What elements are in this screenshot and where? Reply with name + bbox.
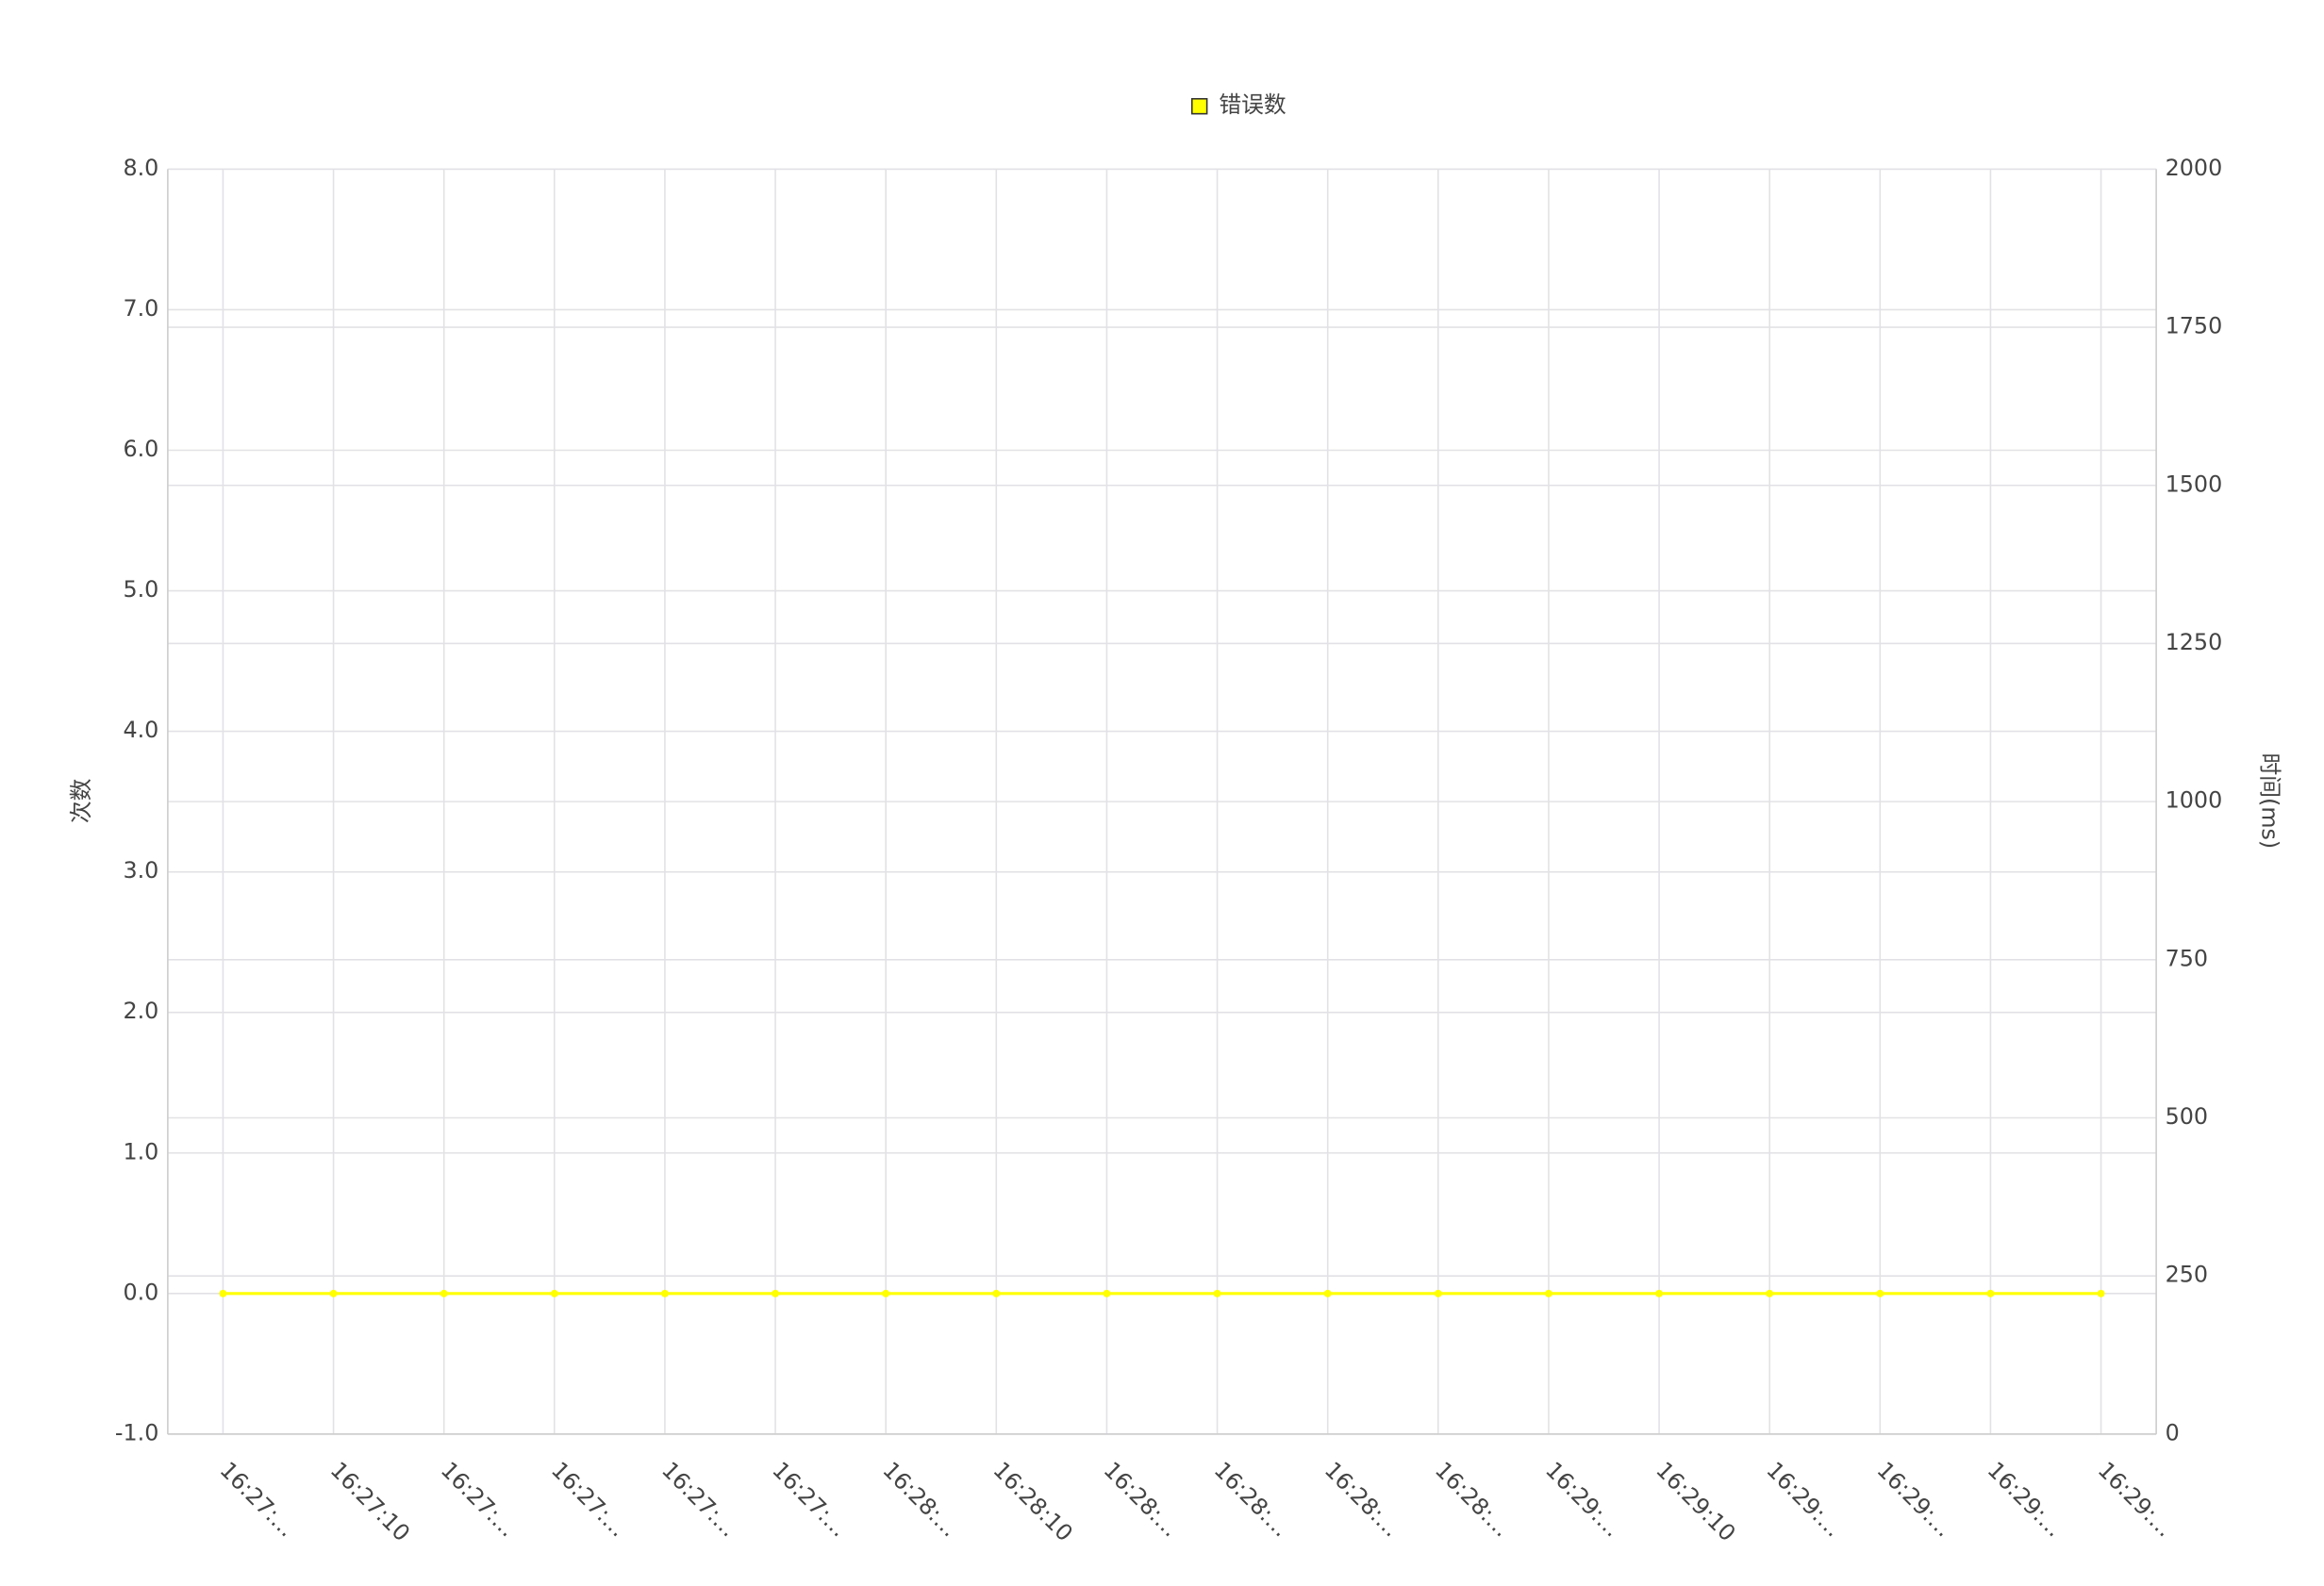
y2-tick-label: 500 [2166,1103,2208,1130]
y-tick-label: -1.0 [115,1419,158,1446]
data-point [1655,1289,1664,1297]
data-point [329,1289,338,1297]
y2-tick-label: 1250 [2166,629,2223,655]
y2-tick-label: 750 [2166,945,2208,971]
x-tick-label: 16:29:… [1761,1457,1847,1543]
x-tick-label: 16:29:… [2093,1457,2179,1543]
data-point [1213,1289,1221,1297]
data-point [1103,1289,1111,1297]
data-point [1323,1289,1332,1297]
x-tick-label: 16:27:… [656,1457,742,1543]
x-tick-label: 16:29:… [1540,1457,1626,1543]
y2-tick-label: 2000 [2166,155,2223,181]
y-tick-label: 7.0 [123,295,158,322]
data-point [440,1289,448,1297]
x-tick-label: 16:28:10 [988,1457,1077,1546]
y-tick-label: 8.0 [123,155,158,181]
x-tick-label: 16:27:… [436,1457,522,1543]
data-point [1434,1289,1442,1297]
data-point [1544,1289,1552,1297]
legend-swatch [1190,97,1208,115]
data-point [882,1289,890,1297]
y-tick-label: 4.0 [123,717,158,743]
y-tick-label: 6.0 [123,436,158,462]
x-tick-label: 16:28:… [1209,1457,1295,1543]
data-point [772,1289,780,1297]
x-tick-label: 16:27:… [546,1457,632,1543]
data-point [1986,1289,1995,1297]
x-tick-label: 16:27:10 [325,1457,415,1546]
y-axis-title: 次数 [68,778,94,823]
legend-label[interactable]: 错误数 [1219,91,1286,118]
y-tick-label: 0.0 [123,1279,158,1305]
x-tick-label: 16:29:10 [1651,1457,1740,1546]
y2-tick-label: 1750 [2166,313,2223,339]
y-tick-label: 5.0 [123,576,158,603]
data-point [550,1289,558,1297]
x-tick-label: 16:28:… [1099,1457,1185,1543]
x-tick-label: 16:27:… [215,1457,301,1543]
x-tick-label: 16:27:… [767,1457,853,1543]
data-point [1766,1289,1774,1297]
y2-tick-label: 250 [2166,1262,2208,1288]
y-tick-label: 3.0 [123,857,158,884]
data-point [1876,1289,1884,1297]
y-tick-label: 2.0 [123,998,158,1024]
legend: 错误数 [1190,91,1286,118]
data-point [992,1289,1001,1297]
data-point [219,1289,227,1297]
x-tick-label: 16:28:… [877,1457,963,1543]
y-tick-label: 1.0 [123,1138,158,1165]
x-tick-label: 16:28:… [1430,1457,1516,1543]
data-point [2097,1289,2105,1297]
x-tick-label: 16:29:… [1871,1457,1957,1543]
y2-tick-label: 0 [2166,1419,2180,1446]
x-tick-label: 16:28:… [1320,1457,1405,1543]
y2-tick-label: 1500 [2166,471,2223,497]
y2-axis-title: 时间(ms) [2257,752,2283,849]
x-tick-label: 16:29:… [1983,1457,2068,1543]
y2-tick-label: 1000 [2166,787,2223,814]
data-point [660,1289,669,1297]
